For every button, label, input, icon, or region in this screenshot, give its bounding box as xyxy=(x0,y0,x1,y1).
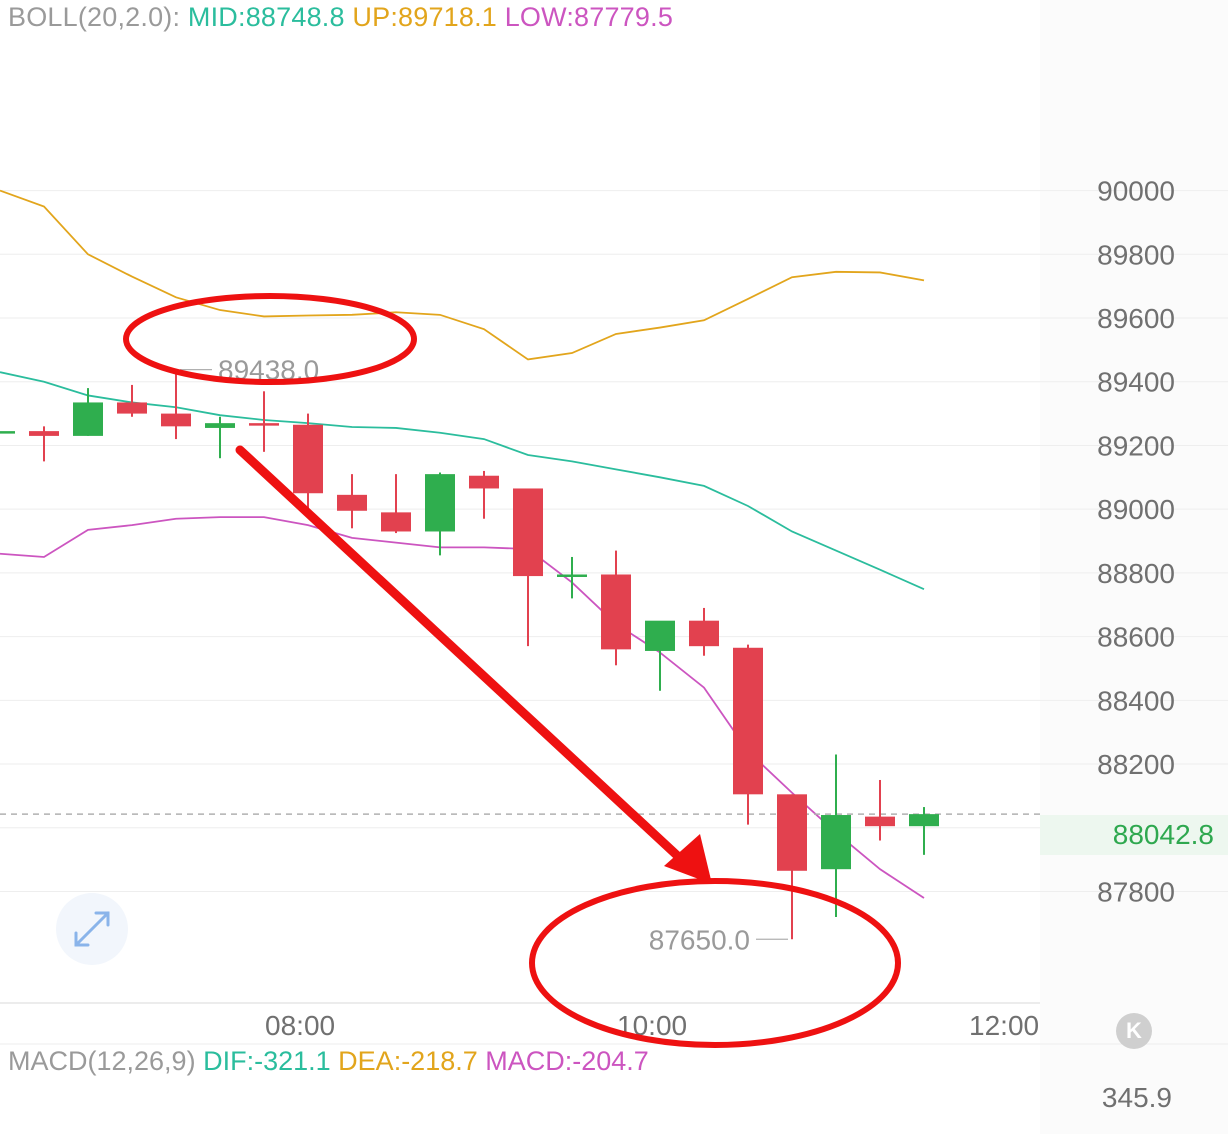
macd-indicator-header: MACD(12,26,9) DIF:-321.1 DEA:-218.7 MACD… xyxy=(8,1046,649,1077)
macd-label: MACD(12,26,9) xyxy=(8,1046,196,1076)
candle xyxy=(73,388,103,436)
candle-body xyxy=(29,431,59,436)
candle xyxy=(513,488,543,647)
candle xyxy=(117,384,147,417)
price-axis-panel xyxy=(1040,0,1228,1134)
low-circle-annotation xyxy=(529,878,901,1048)
candle xyxy=(425,472,455,556)
candle xyxy=(381,474,411,534)
candle-body xyxy=(909,814,939,827)
expand-button[interactable] xyxy=(56,893,128,965)
candle-body xyxy=(161,413,191,427)
macd-axis-value: 345.9 xyxy=(1101,1082,1172,1113)
boll-up-value: UP:89718.1 xyxy=(352,2,498,32)
candle-body xyxy=(293,424,323,494)
trend-arrow-head xyxy=(664,834,712,884)
candle xyxy=(601,550,631,666)
candle-body xyxy=(337,494,367,511)
x-tick-label: 08:00 xyxy=(265,1010,335,1041)
candle xyxy=(865,779,895,841)
y-tick-label: 88200 xyxy=(1097,749,1175,780)
high-circle-annotation xyxy=(123,293,417,385)
candle xyxy=(777,794,807,940)
y-tick-label: 88800 xyxy=(1097,558,1175,589)
y-tick-label: 87800 xyxy=(1097,876,1175,907)
candle-body xyxy=(425,474,455,532)
candle xyxy=(645,620,675,691)
candle xyxy=(733,644,763,825)
candle-body xyxy=(205,423,235,428)
boll-mid-value: MID:88748.8 xyxy=(187,2,345,32)
macd-dea-value: DEA:-218.7 xyxy=(338,1046,478,1076)
candle xyxy=(821,754,851,917)
candle-body xyxy=(513,488,543,577)
boll-label: BOLL(20,2.0): xyxy=(8,2,181,32)
y-tick-label: 89400 xyxy=(1097,367,1175,398)
current-price-label: 88042.8 xyxy=(1112,819,1214,850)
x-tick-label: 12:00 xyxy=(969,1010,1039,1041)
y-tick-label: 88600 xyxy=(1097,622,1175,653)
macd-macd-value: MACD:-204.7 xyxy=(485,1046,649,1076)
boll-mid-band-line xyxy=(0,371,925,591)
candle xyxy=(689,607,719,656)
candle-body xyxy=(381,512,411,532)
candle xyxy=(293,413,323,510)
candle-body xyxy=(117,402,147,414)
y-tick-label: 89000 xyxy=(1097,494,1175,525)
candle-body xyxy=(469,475,499,489)
candle xyxy=(205,416,235,459)
candle xyxy=(909,807,939,855)
y-tick-label: 89600 xyxy=(1097,303,1175,334)
candle xyxy=(0,431,15,434)
candle-body xyxy=(777,794,807,871)
candle xyxy=(469,470,499,519)
candle xyxy=(249,391,279,452)
candle-body xyxy=(821,815,851,870)
y-tick-label: 90000 xyxy=(1097,176,1175,207)
candle-body xyxy=(557,574,587,577)
y-tick-label: 89200 xyxy=(1097,430,1175,461)
candle xyxy=(337,474,367,529)
trend-arrow-shaft xyxy=(235,445,687,865)
candle-body xyxy=(249,423,279,426)
y-tick-label: 88400 xyxy=(1097,685,1175,716)
candle xyxy=(29,426,59,462)
k-line-button[interactable]: K xyxy=(1116,1013,1152,1049)
y-tick-label: 89800 xyxy=(1097,239,1175,270)
boll-upper-band-line xyxy=(0,189,925,361)
candle-body xyxy=(733,647,763,795)
boll-lower-band-line xyxy=(0,516,925,899)
candle xyxy=(557,556,587,599)
candle-body xyxy=(0,431,15,434)
candle-body xyxy=(865,816,895,827)
boll-indicator-header: BOLL(20,2.0): MID:88748.8 UP:89718.1 LOW… xyxy=(8,2,673,33)
candle-body xyxy=(73,402,103,436)
candle-body xyxy=(689,620,719,647)
expand-arrows-icon xyxy=(74,911,110,947)
candle-body xyxy=(601,574,631,650)
boll-low-value: LOW:87779.5 xyxy=(504,2,674,32)
current-price-tag: 88042.8 xyxy=(1040,815,1228,855)
low-marker-label: 87650.0 xyxy=(649,924,750,955)
candle-body xyxy=(645,620,675,651)
macd-dif-value: DIF:-321.1 xyxy=(203,1046,331,1076)
candle xyxy=(161,369,191,440)
